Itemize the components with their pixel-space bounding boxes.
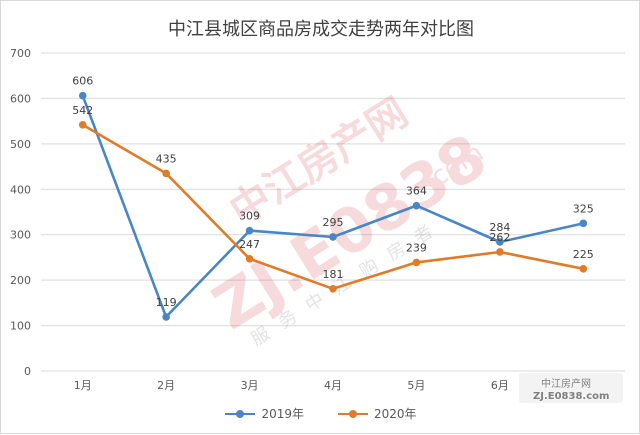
data-point	[412, 258, 421, 267]
y-tick-label: 200	[10, 274, 31, 287]
legend-swatch	[225, 409, 256, 419]
data-label: 225	[573, 248, 594, 261]
data-label: 119	[156, 296, 177, 309]
data-label: 435	[156, 152, 177, 165]
data-label: 239	[406, 241, 427, 254]
data-label: 247	[239, 238, 260, 251]
legend-label: 2019年	[261, 407, 304, 421]
chart-title: 中江县城区商品房成交走势两年对比图	[168, 19, 474, 40]
data-labels: 606 119 309 295 364 284 325 542 435 247 181 239 262 2…	[72, 75, 594, 309]
data-point	[329, 284, 337, 293]
data-label: 325	[573, 202, 594, 215]
x-tick-label: 2月	[157, 379, 175, 392]
corner-logo: 中江房产网 ZJ.E0838.com	[519, 373, 623, 403]
y-tick-label: 300	[10, 229, 31, 242]
x-tick-label: 6月	[491, 379, 509, 392]
x-tick-label: 1月	[74, 379, 92, 392]
y-tick-label: 500	[10, 138, 31, 151]
svg-text:中江房产网: 中江房产网	[541, 377, 591, 390]
data-point	[579, 219, 588, 228]
data-label: 364	[406, 185, 427, 198]
y-tick-label: 0	[24, 365, 31, 378]
svg-text:ZJ.E0838.com: ZJ.E0838.com	[533, 391, 609, 402]
data-label: 309	[239, 210, 260, 223]
data-label: 284	[489, 221, 510, 234]
data-point	[412, 201, 421, 210]
x-axis-tick-labels: 1月 2月 3月 4月 5月 6月	[74, 379, 509, 392]
y-tick-label: 100	[10, 320, 31, 333]
legend-item: 2020年	[338, 405, 417, 422]
data-label: 295	[323, 216, 344, 229]
y-tick-label: 700	[10, 47, 31, 60]
legend-swatch	[338, 409, 368, 419]
data-point	[579, 264, 588, 273]
data-point	[78, 91, 87, 100]
legend-item: 2019年	[225, 405, 304, 422]
data-point	[245, 254, 254, 263]
x-tick-label: 3月	[241, 379, 259, 392]
x-tick-label: 5月	[407, 379, 425, 392]
legend-label: 2020年	[374, 407, 417, 421]
y-tick-label: 600	[10, 92, 31, 105]
data-label: 606	[72, 75, 93, 88]
data-point	[162, 169, 170, 178]
data-point	[245, 226, 254, 235]
data-point	[78, 120, 87, 129]
legend: 2019年 2020年	[1, 405, 640, 422]
y-tick-label: 400	[10, 183, 31, 196]
data-point	[496, 238, 504, 246]
data-point	[496, 248, 504, 256]
data-label: 262	[489, 231, 510, 244]
data-label: 542	[72, 104, 93, 117]
data-label: 181	[323, 268, 344, 281]
data-point	[329, 233, 337, 241]
series-points	[78, 91, 588, 321]
data-point	[162, 313, 170, 321]
x-tick-label: 4月	[324, 379, 342, 392]
y-axis-tick-labels: 0 100 200 300 400 500 600 700	[10, 47, 31, 378]
